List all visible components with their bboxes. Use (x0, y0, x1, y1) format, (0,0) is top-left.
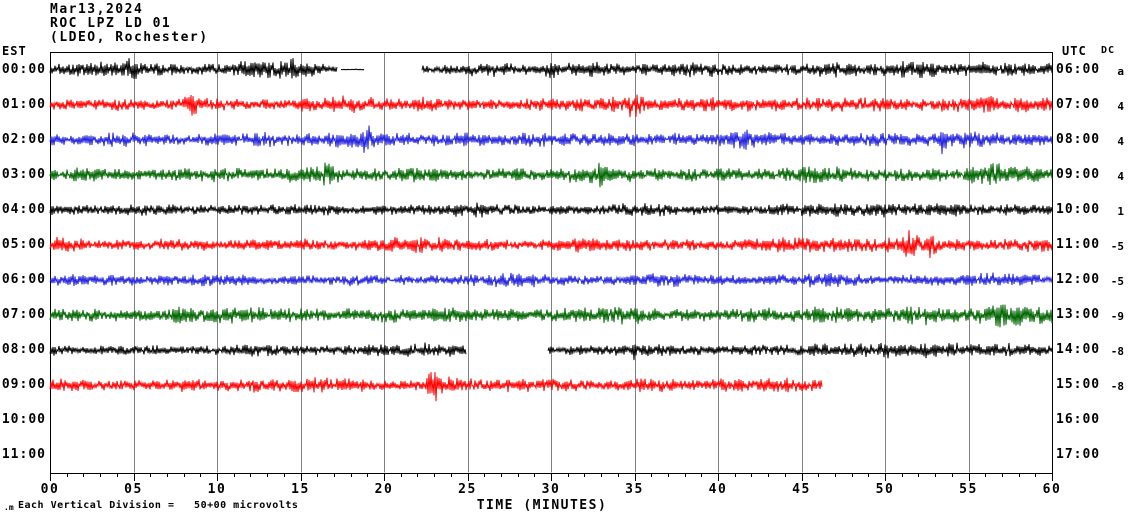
utc-time-label-0900: 09:00 (1056, 166, 1101, 182)
est-time-label-0700: 07:00 (1, 307, 46, 323)
dc-offset-value-row-6: -5 (1110, 275, 1124, 289)
utc-time-label-1200: 12:00 (1056, 272, 1101, 288)
seismic-trace-row-0000-seg2 (421, 61, 1053, 79)
dc-column-header: DC (1101, 45, 1116, 56)
minute-tick-label-25: 25 (458, 482, 477, 497)
est-time-label-0500: 05:00 (1, 236, 46, 252)
scale-division-marker: .m (4, 503, 14, 512)
utc-time-label-1300: 13:00 (1056, 307, 1101, 323)
minute-tick-label-20: 20 (374, 482, 394, 497)
seismic-trace-row-0100-seg0 (49, 94, 1053, 118)
utc-time-label-1100: 11:00 (1056, 236, 1101, 252)
minute-tick-label-05: 05 (124, 482, 143, 497)
dc-offset-value-row-4: 1 (1117, 204, 1124, 218)
utc-time-label-0700: 07:00 (1056, 96, 1101, 112)
est-time-label-1100: 11:00 (1, 447, 46, 463)
plot-date: Mar13,2024 (50, 2, 144, 17)
minute-tick-label-50: 50 (875, 482, 895, 497)
minute-tick-label-40: 40 (708, 482, 728, 497)
seismic-trace-row-0000-seg0 (49, 58, 338, 79)
est-time-label-0000: 00:00 (1, 61, 46, 77)
seismic-trace-row-0500-seg0 (49, 230, 1053, 259)
utc-time-label-1700: 17:00 (1056, 447, 1101, 463)
utc-time-label-1500: 15:00 (1056, 377, 1101, 393)
minute-tick-label-45: 45 (792, 482, 811, 497)
est-time-label-0800: 08:00 (1, 342, 46, 358)
seismic-trace-row-0800-seg1 (547, 342, 1053, 361)
est-time-label-0200: 02:00 (1, 131, 46, 147)
seismic-trace-row-0800-seg0 (49, 342, 467, 357)
minute-tick-label-30: 30 (541, 482, 561, 497)
minute-tick-label-60: 60 (1042, 482, 1062, 497)
utc-time-label-1000: 10:00 (1056, 201, 1101, 217)
right-timezone-header: UTC (1062, 44, 1087, 58)
minute-tick-label-10: 10 (207, 482, 227, 497)
seismic-trace-row-0900-seg0 (49, 372, 823, 402)
est-time-label-0100: 01:00 (1, 96, 46, 112)
minute-tick-label-35: 35 (625, 482, 644, 497)
dc-offset-value-row-0: a (1117, 64, 1124, 78)
est-time-label-0300: 03:00 (1, 166, 46, 182)
utc-time-label-1400: 14:00 (1056, 342, 1101, 358)
utc-time-label-0800: 08:00 (1056, 131, 1101, 147)
vertical-scale-text: Each Vertical Division = 50+00 microvolt… (18, 500, 299, 511)
station-code: ROC LPZ LD 01 (50, 16, 172, 31)
dc-offset-value-row-3: 4 (1117, 169, 1124, 183)
est-time-label-0900: 09:00 (1, 377, 46, 393)
seismic-trace-row-0300-seg0 (49, 162, 1053, 188)
seismic-trace-row-0200-seg0 (49, 125, 1053, 155)
minute-tick-label-55: 55 (959, 482, 978, 497)
dc-offset-value-row-2: 4 (1117, 134, 1124, 148)
est-time-label-1000: 10:00 (1, 412, 46, 428)
dc-offset-value-row-9: -8 (1110, 380, 1124, 394)
dc-offset-value-row-5: -5 (1110, 239, 1124, 253)
est-time-label-0600: 06:00 (1, 272, 46, 288)
network-name: (LDEO, Rochester) (50, 30, 209, 45)
seismic-trace-row-0400-seg0 (49, 202, 1053, 218)
dc-offset-value-row-8: -8 (1110, 345, 1124, 359)
seismic-trace-row-0700-seg0 (49, 304, 1053, 328)
left-timezone-header: EST (2, 44, 27, 58)
minute-tick-label-15: 15 (291, 482, 310, 497)
utc-time-label-0600: 06:00 (1056, 61, 1101, 77)
seismic-trace-row-0600-seg0 (49, 272, 1053, 288)
x-axis-title: TIME (MINUTES) (476, 498, 608, 513)
est-time-label-0400: 04:00 (1, 201, 46, 217)
utc-time-label-1600: 16:00 (1056, 412, 1101, 428)
dc-offset-value-row-1: 4 (1117, 99, 1124, 113)
dc-offset-value-row-7: -9 (1110, 310, 1124, 324)
minute-tick-label-00: 00 (40, 482, 60, 497)
seismic-trace-row-0000-seg1 (340, 68, 365, 71)
